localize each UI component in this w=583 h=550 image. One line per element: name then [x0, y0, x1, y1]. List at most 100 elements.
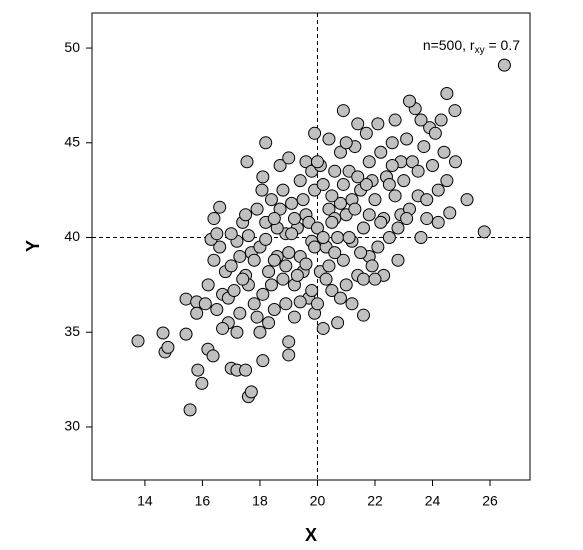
point [342, 231, 356, 245]
point [322, 259, 336, 273]
point [282, 335, 296, 349]
point [305, 284, 319, 298]
annotation: n=500, rxy = 0.7 [423, 37, 520, 56]
point [195, 376, 209, 390]
point [287, 310, 301, 324]
point [308, 126, 322, 140]
point [328, 164, 342, 178]
point [348, 202, 362, 216]
y-tick-label: 40 [64, 228, 80, 244]
point [397, 174, 411, 188]
point [351, 170, 365, 184]
point [382, 177, 396, 191]
point [259, 232, 273, 246]
point [400, 132, 414, 146]
point [325, 215, 339, 229]
plot-frame [91, 12, 531, 481]
point [417, 140, 431, 154]
point [279, 297, 293, 311]
point [440, 87, 454, 101]
point [256, 287, 270, 301]
point [210, 302, 224, 316]
point [434, 113, 448, 127]
point [239, 208, 253, 222]
point [405, 155, 419, 169]
point [190, 306, 204, 320]
point [382, 231, 396, 245]
point [273, 202, 287, 216]
point [227, 284, 241, 298]
point [310, 297, 324, 311]
point [282, 151, 296, 165]
point [356, 221, 370, 235]
point [325, 284, 339, 298]
point [224, 227, 238, 241]
x-tick-label: 24 [425, 493, 441, 509]
point [322, 202, 336, 216]
point [287, 212, 301, 226]
point [336, 177, 350, 191]
point [371, 240, 385, 254]
point [359, 126, 373, 140]
point [428, 126, 442, 140]
point [440, 174, 454, 188]
point [331, 231, 345, 245]
y-tick-label: 35 [64, 323, 80, 339]
point [365, 259, 379, 273]
point [388, 113, 402, 127]
point [207, 212, 221, 226]
point [206, 349, 220, 363]
point [431, 183, 445, 197]
point [240, 155, 254, 169]
point [359, 177, 373, 191]
point [414, 231, 428, 245]
point [362, 208, 376, 222]
point [336, 253, 350, 267]
point [391, 221, 405, 235]
point [316, 321, 330, 335]
point [259, 136, 273, 150]
point [426, 159, 440, 173]
annotation-subscript: xy [475, 45, 485, 56]
point [296, 193, 310, 207]
point [183, 403, 197, 417]
point [443, 206, 457, 220]
point [253, 325, 267, 339]
point [262, 316, 276, 330]
point [216, 321, 230, 335]
point [402, 94, 416, 108]
point [156, 326, 170, 340]
point [267, 253, 281, 267]
point [247, 253, 261, 267]
point [328, 246, 342, 260]
point [230, 325, 244, 339]
point [388, 189, 402, 203]
x-tick-label: 14 [137, 493, 153, 509]
point [256, 170, 270, 184]
point [233, 306, 247, 320]
point [273, 159, 287, 173]
point [264, 193, 278, 207]
point [385, 136, 399, 150]
y-tick-label: 50 [64, 39, 80, 55]
point [437, 145, 451, 159]
point [354, 246, 368, 260]
point [368, 193, 382, 207]
point [213, 200, 227, 214]
point [299, 257, 313, 271]
point [414, 113, 428, 127]
point [333, 291, 347, 305]
point [362, 155, 376, 169]
point [374, 145, 388, 159]
y-axis-label: Y [23, 240, 43, 252]
point [131, 334, 145, 348]
point [339, 136, 353, 150]
point [239, 363, 253, 377]
point [497, 58, 511, 72]
point [264, 278, 278, 292]
point [336, 104, 350, 118]
annotation-text: = 0.7 [485, 37, 521, 53]
point [255, 183, 269, 197]
point [161, 340, 175, 354]
